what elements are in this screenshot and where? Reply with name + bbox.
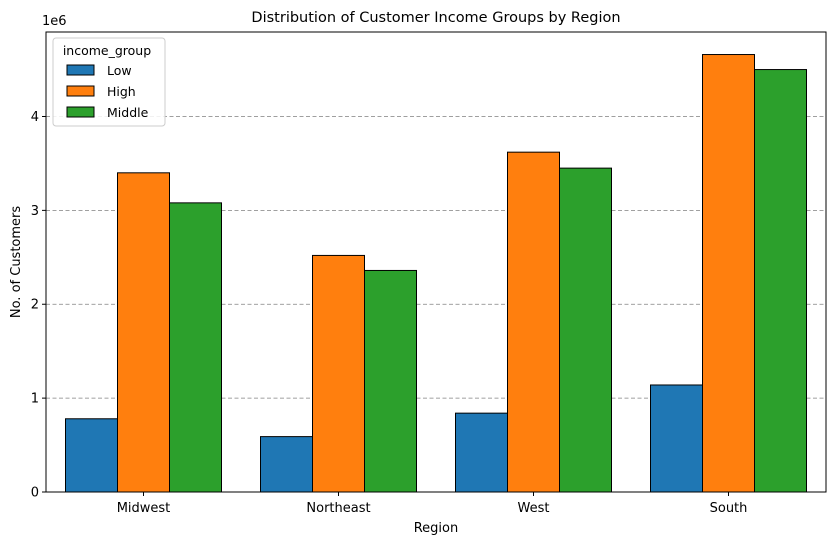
chart-title: Distribution of Customer Income Groups b…	[251, 10, 620, 26]
legend-swatch-high	[66, 85, 95, 97]
legend-swatch-low	[66, 64, 95, 76]
x-tick-label: West	[518, 501, 550, 516]
legend-title: income_group	[63, 43, 151, 58]
legend-label-low: Low	[107, 63, 132, 78]
y-axis-label: No. of Customers	[9, 206, 24, 319]
y-tick-label: 1	[31, 392, 39, 407]
legend: income_group Low High Middle	[52, 37, 166, 127]
legend-label-middle: Middle	[107, 105, 149, 120]
bar-high-midwest	[117, 172, 170, 493]
y-tick-label: 2	[31, 298, 39, 313]
y-tick-label: 4	[31, 110, 39, 125]
plot-frame	[45, 31, 827, 493]
bar-high-northeast	[312, 254, 365, 493]
bar-middle-midwest	[169, 202, 222, 493]
y-offset-label: 1e6	[42, 14, 67, 29]
axes: Midwest Northeast West South 0 1 2 3 4	[31, 31, 827, 516]
bar-low-south	[650, 384, 703, 493]
bar-high-south	[702, 54, 755, 493]
bar-middle-west	[559, 167, 612, 493]
x-tick-label: Midwest	[117, 501, 171, 516]
y-tick-label: 3	[31, 204, 39, 219]
legend-box	[52, 37, 166, 127]
bar-middle-northeast	[364, 269, 417, 493]
bars	[65, 54, 807, 493]
x-axis-label: Region	[414, 521, 459, 536]
y-tick-label: 0	[31, 486, 39, 501]
bar-low-west	[455, 412, 508, 493]
legend-label-high: High	[107, 84, 136, 99]
bar-low-northeast	[260, 436, 313, 493]
bar-high-west	[507, 151, 560, 493]
x-tick-label: Northeast	[306, 501, 370, 516]
legend-swatch-middle	[66, 106, 95, 118]
bar-middle-south	[754, 69, 807, 493]
bar-low-midwest	[65, 418, 118, 493]
x-tick-label: South	[710, 501, 748, 516]
